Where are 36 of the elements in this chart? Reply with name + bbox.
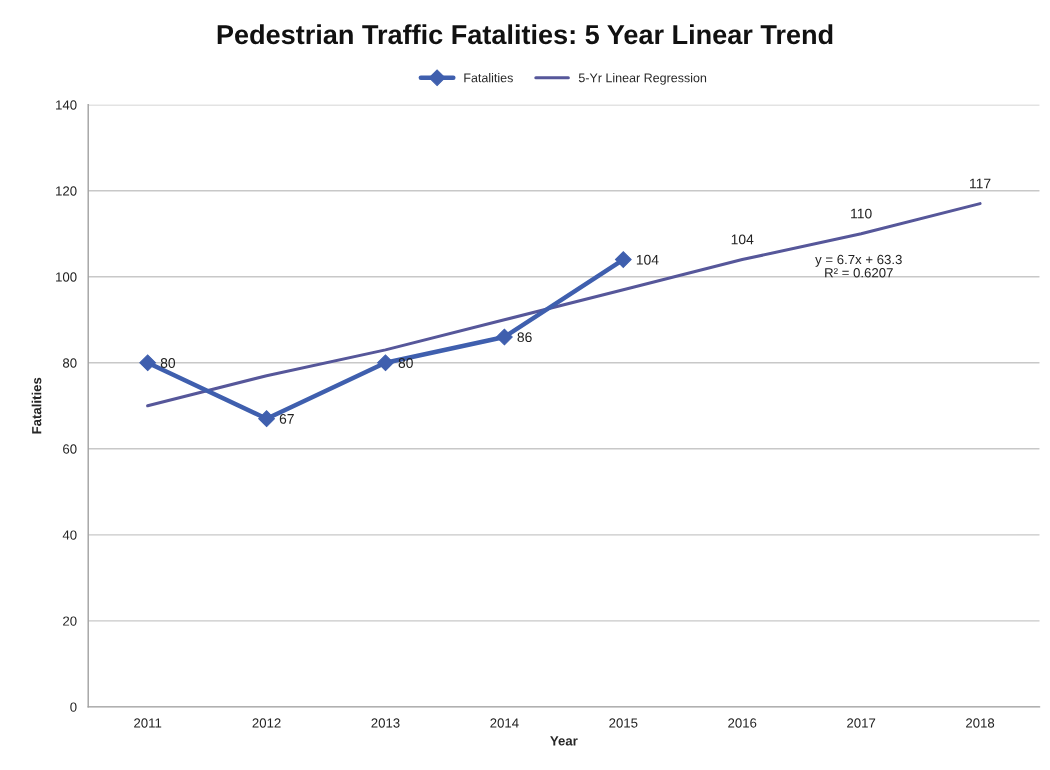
point <box>139 354 157 372</box>
data-label: 80 <box>160 358 176 368</box>
y-tick-label: 60 <box>63 444 77 454</box>
data-label: 110 <box>851 208 872 219</box>
x-tick-label: 2014 <box>490 718 519 728</box>
x-tick-label: 2017 <box>847 718 876 728</box>
y-tick-label: 20 <box>63 616 77 626</box>
x-tick-label: 2011 <box>134 718 162 728</box>
chart-title: Pedestrian Traffic Fatalities: 5 Year Linear Trend <box>217 24 833 45</box>
y-tick-label: 120 <box>56 186 77 196</box>
y-tick-label: 40 <box>62 530 77 540</box>
x-axis-title: Year <box>550 736 578 746</box>
y-tick-label: 0 <box>70 702 77 712</box>
data-label: 104 <box>636 254 659 265</box>
y-tick-label: 100 <box>56 272 77 282</box>
y-tick-label: 80 <box>62 358 77 368</box>
x-tick-label: 2013 <box>371 718 400 728</box>
point <box>258 410 275 428</box>
line-series <box>146 202 982 408</box>
legend-label: 5-Yr Linear Regression <box>578 73 707 85</box>
annotation: y = 6.7x + 63.3 R² = 0.6207 <box>815 254 902 278</box>
x-tick-label: 2016 <box>728 718 757 728</box>
x-tick-label: 2015 <box>609 718 638 728</box>
x-tick-label: 2012 <box>252 718 281 728</box>
data-label: 80 <box>398 358 413 368</box>
y-tick-label: 140 <box>56 100 77 110</box>
y-axis-title: Fatalities <box>31 377 42 434</box>
point <box>614 251 632 268</box>
data-label: 86 <box>517 332 532 343</box>
data-label: 104 <box>731 234 754 245</box>
legend-label: Fatalities <box>464 73 513 83</box>
data-label: 117 <box>970 178 991 189</box>
point <box>496 328 513 346</box>
x-tick-label: 2018 <box>966 718 995 728</box>
data-label: 67 <box>279 413 294 424</box>
point <box>377 354 394 372</box>
